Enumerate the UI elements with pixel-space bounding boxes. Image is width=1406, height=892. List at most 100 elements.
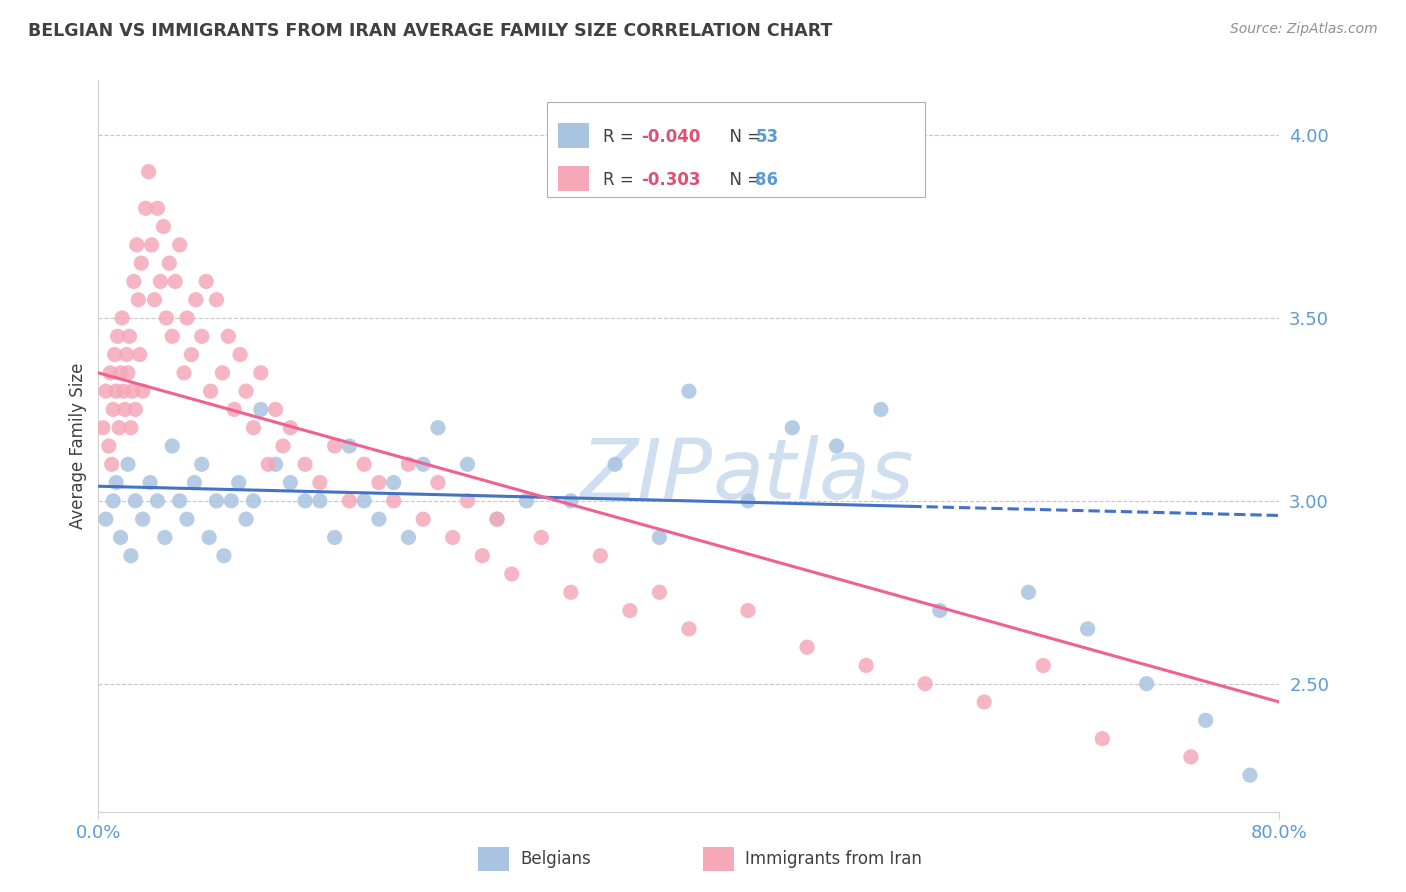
Point (105, 384, 128, 399)
Point (122, 275, 145, 289)
Point (441, 530, 464, 544)
Point (648, 530, 671, 544)
Text: ZIP: ZIP (581, 434, 713, 516)
Point (191, 329, 214, 343)
Point (169, 237, 191, 252)
Point (91, 421, 114, 435)
Point (353, 457, 375, 471)
Point (309, 475, 332, 490)
Text: BELGIAN VS IMMIGRANTS FROM IRAN AVERAGE FAMILY SIZE CORRELATION CHART: BELGIAN VS IMMIGRANTS FROM IRAN AVERAGE … (28, 22, 832, 40)
Point (105, 475, 128, 490)
Point (228, 475, 250, 490)
Point (117, 457, 139, 471)
Point (516, 494, 538, 508)
Point (107, 329, 129, 343)
Point (398, 457, 420, 471)
Point (457, 457, 479, 471)
Point (162, 329, 183, 343)
Point (737, 603, 759, 617)
Point (235, 384, 257, 399)
Point (280, 421, 302, 435)
Text: 53: 53 (755, 128, 779, 146)
Point (427, 421, 450, 435)
Point (678, 622, 700, 636)
Point (221, 494, 243, 508)
Point (501, 567, 523, 582)
Point (157, 256, 180, 270)
Point (118, 329, 141, 343)
Point (619, 603, 641, 617)
Text: -0.303: -0.303 (641, 171, 702, 189)
Point (264, 402, 287, 417)
Point (146, 202, 169, 216)
Point (104, 348, 127, 362)
Point (323, 439, 346, 453)
Point (132, 384, 155, 399)
Point (412, 457, 434, 471)
Point (120, 421, 142, 435)
Point (108, 421, 131, 435)
Point (120, 549, 142, 563)
Point (486, 512, 509, 526)
Point (127, 293, 149, 307)
Point (471, 549, 494, 563)
Point (128, 348, 150, 362)
Point (382, 475, 405, 490)
Point (110, 530, 132, 544)
Point (184, 293, 207, 307)
Point (1091, 731, 1114, 746)
Point (280, 475, 302, 490)
Point (103, 494, 125, 508)
Text: N =: N = (718, 128, 766, 146)
Point (176, 512, 198, 526)
Point (560, 494, 582, 508)
Point (191, 457, 214, 471)
Point (195, 275, 218, 289)
Point (271, 439, 294, 453)
Point (125, 237, 148, 252)
Point (1195, 714, 1218, 728)
Point (124, 402, 146, 417)
Point (825, 439, 848, 453)
Point (94, 384, 117, 399)
Point (294, 457, 316, 471)
Point (132, 512, 155, 526)
Point (294, 494, 316, 508)
Point (114, 402, 136, 417)
Point (235, 512, 257, 526)
Text: Source: ZipAtlas.com: Source: ZipAtlas.com (1230, 22, 1378, 37)
Point (855, 658, 877, 673)
Point (110, 366, 132, 380)
Point (129, 256, 152, 270)
Point (94, 512, 117, 526)
Point (149, 275, 172, 289)
Point (153, 530, 176, 544)
Point (973, 695, 995, 709)
Point (139, 475, 162, 490)
Point (180, 348, 202, 362)
Point (165, 275, 187, 289)
Point (212, 549, 235, 563)
Point (173, 366, 195, 380)
Point (309, 494, 332, 508)
Point (678, 384, 700, 399)
Point (914, 676, 936, 690)
Point (141, 237, 163, 252)
Point (198, 530, 221, 544)
Point (353, 494, 375, 508)
Text: Immigrants from Iran: Immigrants from Iran (745, 850, 922, 868)
Point (737, 494, 759, 508)
Point (368, 475, 391, 490)
Point (112, 384, 135, 399)
Point (242, 421, 264, 435)
Point (1239, 768, 1261, 782)
Point (427, 475, 450, 490)
Point (176, 310, 198, 325)
Point (242, 494, 264, 508)
Text: atlas: atlas (713, 434, 914, 516)
Text: N =: N = (718, 171, 766, 189)
Point (1180, 749, 1202, 764)
Point (135, 202, 157, 216)
Point (169, 494, 191, 508)
Point (200, 384, 222, 399)
